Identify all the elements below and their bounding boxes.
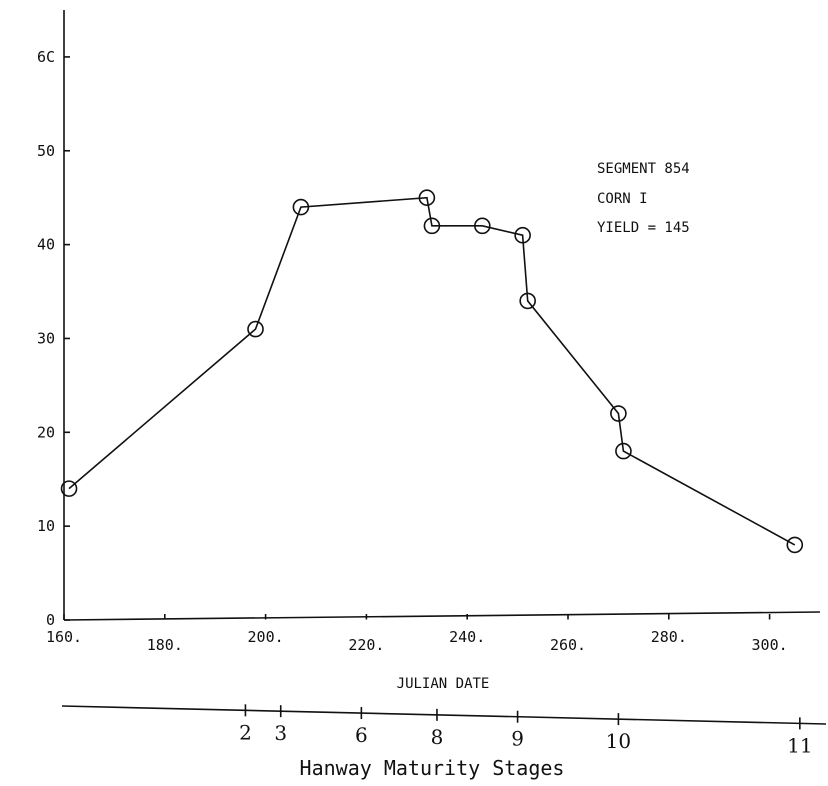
data-point [786, 536, 804, 554]
data-point [418, 189, 436, 206]
y-tick-label: 10 [37, 517, 55, 535]
data-point [60, 480, 78, 497]
series-line [68, 196, 796, 546]
hanway-axis-line [61, 705, 827, 725]
annotation-yield: YIELD = 145 [597, 220, 690, 236]
y-ticks: 0 10 20 30 40 50 6C [37, 48, 70, 629]
data-point [615, 442, 632, 460]
y-tick-label: 6C [37, 48, 55, 66]
x-tick-label: 240. [449, 628, 485, 646]
data-point [519, 292, 536, 310]
x-tick-label: 200. [248, 628, 284, 646]
x-tick-label: 260. [550, 636, 586, 654]
y-tick-label: 20 [37, 423, 55, 441]
data-point [247, 320, 264, 338]
hanway-axis-title: Hanway Maturity Stages [300, 756, 565, 780]
y-tick-label: 0 [46, 611, 55, 629]
data-point [292, 198, 310, 216]
hanway-tick-label: 11 [787, 733, 812, 757]
hanway-tick-label: 3 [274, 721, 287, 745]
hanway-ticks: 2 3 6 8 9 10 11 [239, 704, 813, 757]
y-tick-label: 50 [37, 142, 55, 160]
annotation-block: SEGMENT 854 CORN I YIELD = 145 [597, 161, 690, 236]
hanway-tick-label: 2 [239, 720, 252, 744]
y-tick-label: 30 [37, 329, 55, 347]
hanway-tick-label: 9 [511, 727, 524, 751]
x-axis-title: JULIAN DATE [397, 676, 490, 692]
annotation-crop: CORN I [597, 191, 648, 207]
x-tick-label: 220. [348, 636, 384, 654]
x-axis-line [63, 611, 821, 621]
data-point [423, 217, 441, 235]
x-tick-label: 300. [752, 636, 788, 654]
annotation-segment: SEGMENT 854 [597, 161, 690, 177]
x-ticks: 160. 180. 200. 220. 240. 260. 280. 300. [46, 614, 788, 654]
hanway-tick-label: 6 [355, 723, 368, 747]
data-point [514, 226, 531, 244]
x-tick-label: 160. [46, 628, 82, 646]
hanway-tick-label: 8 [431, 725, 444, 749]
data-point [610, 405, 627, 422]
hanway-tick-label: 10 [606, 729, 631, 753]
x-tick-label: 180. [147, 636, 183, 654]
y-tick-label: 40 [37, 236, 55, 254]
x-tick-label: 280. [651, 628, 687, 646]
data-point [474, 217, 491, 235]
series-group [60, 189, 804, 554]
